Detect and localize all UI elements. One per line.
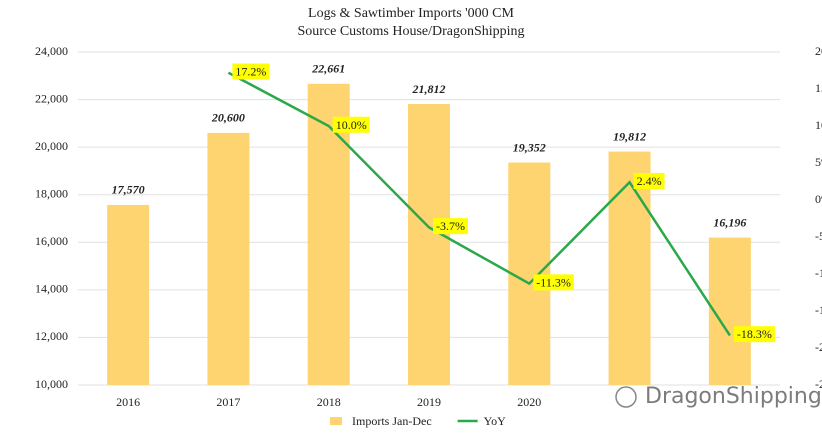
legend-swatch [330,417,342,425]
yoy-label-bg [433,218,468,235]
bar [107,204,150,385]
y2-tick-label: 10% [815,118,822,132]
y-tick-label: 10,000 [35,377,68,391]
x-tick-label: 2019 [417,395,441,409]
y2-tick-label: 15% [815,81,822,95]
y-tick-label: 22,000 [35,91,68,105]
chart-subtitle: Source Customs House/DragonShipping [297,24,524,39]
bar [508,162,551,385]
y2-tick-label: -25% [815,377,822,391]
y2-tick-label: -15% [815,303,822,317]
bar-value-label: 20,600 [211,111,245,125]
yoy-label-bg [332,116,370,133]
y-tick-label: 24,000 [35,44,68,58]
y-tick-label: 20,000 [35,139,68,153]
bar [307,83,350,386]
y2-tick-label: -5% [815,229,822,243]
y-tick-label: 18,000 [35,186,68,200]
yoy-label-bg [533,274,574,291]
yoy-value-label: -3.7% [436,219,465,233]
bar [408,104,450,385]
y2-tick-label: 20% [815,44,822,58]
y-tick-label: 14,000 [35,282,68,296]
yoy-label-bg [633,172,665,189]
yoy-value-label: -11.3% [536,275,571,289]
bar-value-label: 17,570 [112,183,145,197]
y-tick-label: 16,000 [35,234,68,248]
x-tick-label: 2018 [317,395,341,409]
bar [708,237,751,385]
yoy-value-label: 10.0% [336,118,367,132]
x-tick-label: 2020 [517,395,541,409]
bar-value-label: 19,352 [513,140,546,154]
legend-label: YoY [484,414,506,428]
legend-label: Imports Jan-Dec [352,414,432,428]
watermark: DragonShipping [645,384,822,409]
yoy-value-label: 17.2% [235,64,266,78]
y2-tick-label: 0% [815,192,822,206]
watermark-icon [615,386,637,408]
yoy-line [227,71,731,337]
yoy-value-label: -18.3% [737,327,772,341]
x-tick-label: 2016 [116,395,140,409]
yoy-label-bg [733,326,775,343]
x-tick-label: 2017 [216,395,240,409]
bar-value-label: 19,812 [613,129,646,143]
bar-value-label: 21,812 [412,82,446,96]
yoy-label-bg [232,63,270,80]
bar [207,132,250,385]
y2-tick-label: -20% [815,340,822,354]
bar-value-label: 16,196 [713,215,746,229]
chart-title: Logs & Sawtimber Imports '000 CM [308,6,514,21]
bar [608,151,651,385]
y-tick-label: 12,000 [35,329,68,343]
yoy-value-label: 2.4% [637,174,662,188]
y2-tick-label: -10% [815,266,822,280]
y2-tick-label: 5% [815,155,822,169]
bar-value-label: 22,661 [311,62,345,76]
